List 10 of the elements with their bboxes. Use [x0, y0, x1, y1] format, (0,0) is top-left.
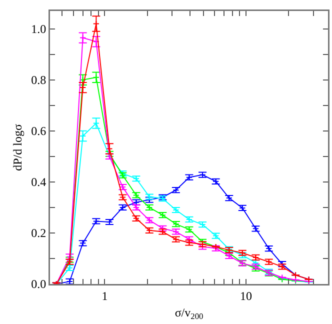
y-tick-label: 0.6 [31, 124, 46, 138]
y-axis-title: dP/d logσ [10, 124, 25, 171]
x-axis-title: σ/v$_{200}$ [174, 306, 204, 322]
x-tick-label: 1 [102, 288, 108, 303]
y-tick-label: 1.0 [31, 22, 46, 36]
y-tick-label: 0.0 [31, 277, 46, 292]
x-tick-label: 10 [240, 288, 252, 303]
y-tick-label: 0.8 [31, 73, 46, 88]
y-tick-label: 0.2 [31, 226, 46, 240]
y-tick-label: 0.4 [31, 175, 46, 190]
